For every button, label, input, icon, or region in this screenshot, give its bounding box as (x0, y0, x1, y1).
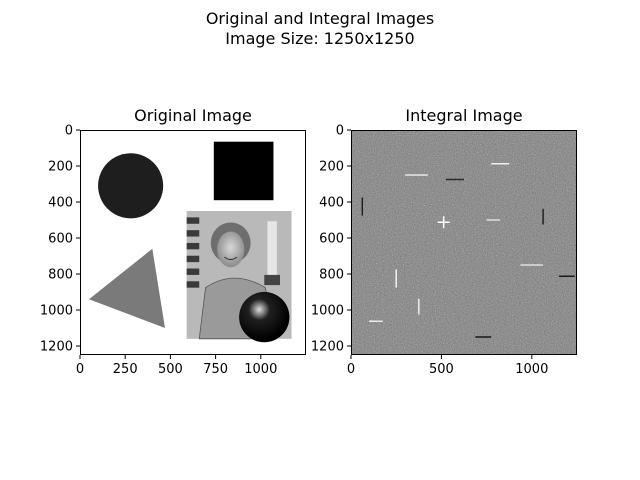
xtick-label-original-2: 500 (158, 362, 183, 377)
astronaut-smile (224, 256, 238, 261)
original-image-content (89, 141, 292, 343)
xtick-label-original-1: 250 (113, 362, 138, 377)
ytick-label-integral-0: 0 (336, 124, 344, 139)
ytick-label-original-2: 400 (48, 196, 73, 211)
ytick-label-integral-5: 1000 (311, 304, 344, 319)
shuttle-base (264, 274, 281, 286)
ytick-label-integral-2: 400 (319, 196, 344, 211)
xticks-integral: 0 500 1000 (347, 355, 548, 377)
xtick-label-integral-0: 0 (347, 362, 355, 377)
ytick-label-integral-6: 1200 (311, 340, 344, 355)
yticks-integral: 0 200 400 600 800 1000 1200 (311, 124, 351, 355)
shuttle (267, 221, 277, 286)
ytick-label-integral-1: 200 (319, 160, 344, 175)
axes-frame-original (80, 130, 306, 355)
shape-triangle (89, 248, 165, 328)
integral-image-noise (351, 130, 577, 355)
ytick-label-integral-4: 800 (319, 268, 344, 283)
xtick-label-integral-1: 500 (429, 362, 454, 377)
axes-frame-integral (351, 130, 577, 355)
ytick-label-original-5: 1000 (40, 304, 73, 319)
suptitle-line-2: Image Size: 1250x1250 (225, 29, 414, 48)
ytick-label-original-0: 0 (65, 124, 73, 139)
ytick-label-original-6: 1200 (40, 340, 73, 355)
xtick-label-original-4: 1000 (244, 362, 277, 377)
axes-title-original: Original Image (134, 106, 252, 125)
ytick-label-original-1: 200 (48, 160, 73, 175)
axes-integral-image: Integral Image 0 500 1000 0 200 400 600 800 100… (311, 106, 577, 377)
xticks-original: 0 250 500 750 1000 (76, 355, 277, 377)
shape-square (213, 141, 274, 201)
xtick-label-integral-2: 1000 (515, 362, 548, 377)
ytick-label-integral-3: 600 (319, 232, 344, 247)
ytick-label-original-4: 800 (48, 268, 73, 283)
flag-stripe (186, 217, 200, 224)
axes-title-integral: Integral Image (405, 106, 522, 125)
xtick-label-original-0: 0 (76, 362, 84, 377)
astronaut-face (217, 231, 245, 268)
shape-circle (98, 153, 164, 219)
astronaut-photo (186, 211, 292, 343)
suptitle-line-1: Original and Integral Images (206, 9, 434, 28)
flag-stripe (186, 230, 200, 237)
flag-stripe (186, 281, 200, 288)
flag-stripe (186, 255, 200, 263)
axes-original-image: Original Image 0 250 500 750 1000 0 200 400 600… (40, 106, 306, 377)
flag-stripe (186, 242, 200, 250)
helmet (239, 291, 290, 343)
ytick-label-original-3: 600 (48, 232, 73, 247)
integral-image-artifacts (361, 163, 575, 338)
xtick-label-original-3: 750 (203, 362, 228, 377)
flag-stripe (186, 268, 200, 275)
yticks-original: 0 200 400 600 800 1000 1200 (40, 124, 80, 355)
